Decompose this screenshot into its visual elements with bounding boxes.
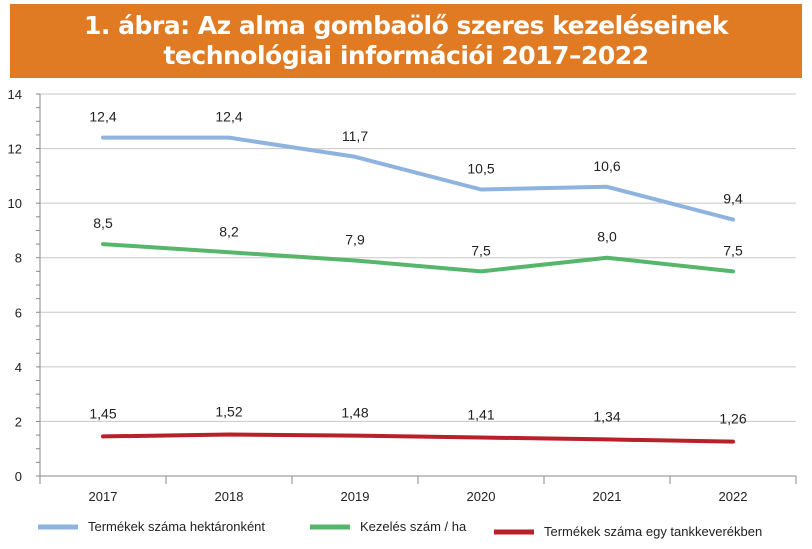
data-label: 1,48 (341, 405, 368, 421)
chart-title: 1. ábra: Az alma gombaölő szeres kezelés… (84, 11, 728, 70)
data-label: 7,5 (471, 242, 491, 258)
chart-title-banner: 1. ábra: Az alma gombaölő szeres kezelés… (10, 4, 802, 78)
legend-label: Termékek száma hektáronként (88, 519, 265, 534)
data-label: 8,0 (597, 229, 617, 245)
series-line-2 (101, 242, 735, 274)
data-label: 9,4 (723, 191, 743, 207)
legend-label: Termékek száma egy tankkeverékben (544, 524, 762, 539)
x-tick-label: 2017 (89, 489, 118, 504)
data-label: 1,45 (89, 405, 116, 421)
x-tick-label: 2021 (593, 489, 622, 504)
x-tick-label: 2020 (467, 489, 496, 504)
data-label: 7,9 (345, 231, 365, 247)
x-tick-label: 2018 (215, 489, 244, 504)
legend-label: Kezelés szám / ha (360, 519, 467, 534)
data-label: 8,2 (219, 223, 239, 239)
x-tick-label: 2019 (341, 489, 370, 504)
data-label: 12,4 (215, 109, 242, 125)
data-label: 11,7 (342, 128, 368, 144)
data-label: 7,5 (723, 242, 743, 258)
y-tick-label: 14 (8, 87, 22, 102)
data-label: 1,52 (215, 404, 242, 420)
data-label: 1,34 (593, 408, 620, 424)
y-tick-label: 0 (15, 469, 22, 484)
series-line-1 (101, 135, 735, 222)
data-label: 1,41 (467, 407, 494, 423)
y-tick-label: 6 (15, 305, 22, 320)
y-tick-label: 4 (15, 360, 22, 375)
y-tick-label: 12 (8, 142, 22, 157)
data-label: 10,6 (593, 158, 620, 174)
data-label: 12,4 (89, 109, 116, 125)
data-label: 1,26 (719, 411, 746, 427)
y-tick-label: 10 (8, 196, 22, 211)
x-tick-label: 2022 (719, 489, 748, 504)
data-label: 8,5 (93, 215, 113, 231)
data-label: 10,5 (467, 161, 494, 177)
y-tick-label: 2 (15, 414, 22, 429)
y-tick-label: 8 (15, 251, 22, 266)
series-line-3 (101, 432, 735, 444)
